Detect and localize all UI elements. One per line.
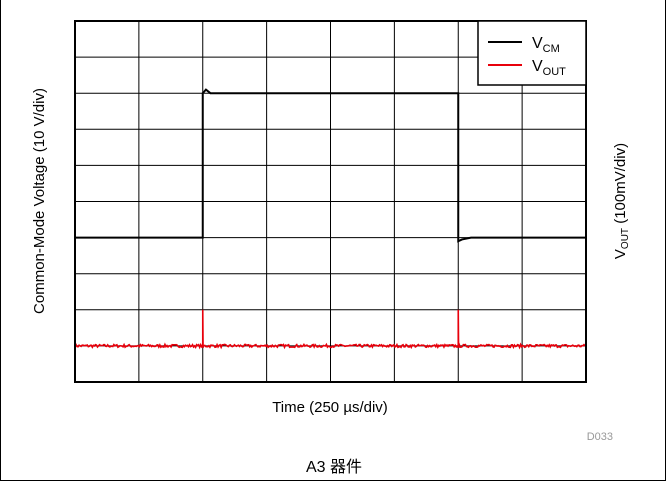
figure-caption: A3 器件 (306, 458, 362, 476)
plot-border (74, 20, 587, 383)
y-axis-label-right-sub: OUT (620, 228, 631, 249)
legend-label-vcm-sub: CM (543, 43, 560, 55)
x-axis-label: Time (250 µs/div) (272, 399, 388, 416)
y-axis-label-right-rest: (100mV/div) (612, 143, 629, 228)
series-vout-line (74, 309, 587, 350)
legend-label-vout: VOUT (532, 58, 566, 78)
y-axis-label-left: Common-Mode Voltage (10 V/div) (31, 88, 48, 314)
legend: VCM VOUT (477, 20, 587, 86)
legend-box (477, 20, 587, 86)
legend-label-vout-sub: OUT (543, 66, 567, 78)
y-axis-label-right-base: V (612, 249, 629, 259)
series-vcm-line (75, 88, 586, 243)
series-layer (74, 88, 587, 350)
figure-id: D033 (587, 431, 613, 443)
legend-label-vcm: VCM (532, 35, 560, 55)
y-axis-label-right: VOUT (100mV/div) (612, 143, 631, 259)
